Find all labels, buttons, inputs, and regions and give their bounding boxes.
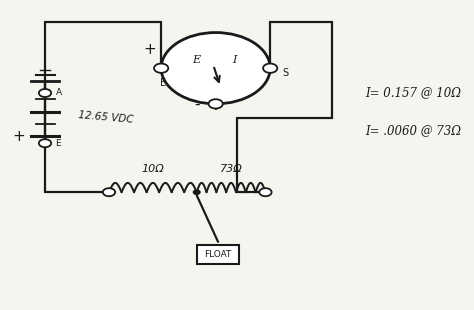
Text: E: E [55, 139, 61, 148]
Text: 10Ω: 10Ω [142, 164, 164, 174]
Bar [197, 245, 239, 264]
Text: +: + [143, 42, 155, 57]
Text: 12.65 VDC: 12.65 VDC [78, 110, 134, 125]
Text: I= 0.157 @ 10Ω: I= 0.157 @ 10Ω [365, 86, 461, 100]
Text: -: - [194, 96, 200, 111]
Circle shape [259, 188, 272, 196]
Circle shape [263, 64, 277, 73]
Text: 73Ω: 73Ω [220, 164, 242, 174]
Text: A: A [55, 88, 62, 98]
Circle shape [39, 139, 51, 147]
Text: E: E [192, 55, 201, 65]
Text: E: E [161, 78, 166, 87]
Circle shape [154, 64, 168, 73]
Text: +: + [13, 129, 25, 144]
Text: FLOAT: FLOAT [204, 250, 232, 259]
Circle shape [161, 33, 270, 104]
Text: I: I [232, 55, 237, 65]
Circle shape [39, 89, 51, 97]
Circle shape [193, 190, 200, 194]
Circle shape [103, 188, 115, 196]
Circle shape [209, 99, 223, 108]
Text: S: S [282, 68, 288, 78]
Text: I= .0060 @ 73Ω: I= .0060 @ 73Ω [365, 124, 461, 137]
